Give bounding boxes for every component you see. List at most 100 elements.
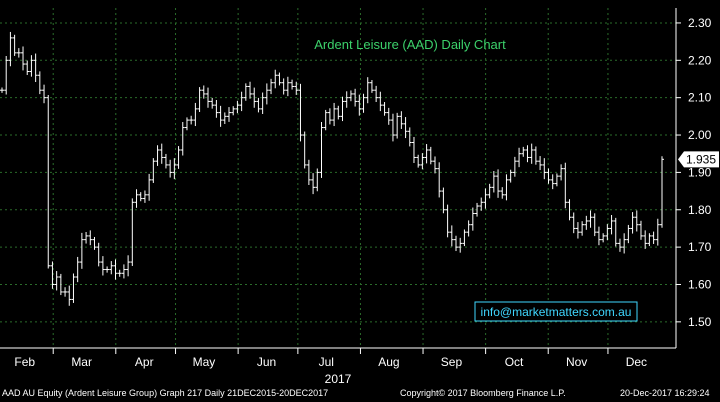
x-tick-label: Jul bbox=[319, 355, 334, 369]
ohlc-bar bbox=[54, 271, 59, 291]
ohlc-bar bbox=[538, 156, 543, 171]
ohlc-bar bbox=[517, 147, 522, 168]
y-tick-label: 1.70 bbox=[688, 240, 712, 254]
ohlc-bar bbox=[647, 233, 652, 247]
ohlc-bar bbox=[407, 127, 412, 147]
ohlc-bar bbox=[487, 183, 492, 199]
x-tick-label: May bbox=[193, 355, 216, 369]
x-tick-label: Dec bbox=[626, 355, 647, 369]
ohlc-bar bbox=[378, 91, 383, 112]
ohlc-bar bbox=[252, 87, 257, 108]
ohlc-bar bbox=[306, 159, 311, 186]
ohlc-bar bbox=[67, 285, 72, 306]
x-tick-label: Mar bbox=[71, 355, 92, 369]
y-tick-label: 2.20 bbox=[688, 53, 712, 67]
ohlc-bar bbox=[4, 55, 9, 95]
ohlc-bar bbox=[92, 236, 97, 250]
ohlc-bar bbox=[630, 212, 635, 234]
ohlc-bar bbox=[411, 136, 416, 163]
ohlc-bar bbox=[365, 77, 370, 104]
ohlc-bar bbox=[617, 238, 622, 252]
ohlc-bar bbox=[227, 107, 232, 122]
ohlc-bar bbox=[0, 87, 4, 93]
ohlc-bar bbox=[189, 115, 194, 125]
ohlc-bar bbox=[130, 198, 135, 266]
contact-box-border bbox=[474, 301, 638, 322]
x-tick-label: Feb bbox=[14, 355, 35, 369]
y-tick-label: 2.10 bbox=[688, 91, 712, 105]
ohlc-bar bbox=[424, 144, 429, 164]
ohlc-bar bbox=[96, 242, 101, 267]
x-tick-label: Apr bbox=[135, 355, 154, 369]
ohlc-bar bbox=[105, 266, 110, 273]
ohlc-bar bbox=[386, 107, 391, 125]
ohlc-bar bbox=[151, 158, 156, 183]
ohlc-bar bbox=[248, 81, 253, 99]
ohlc-bar bbox=[290, 79, 295, 90]
y-tick-label: 1.90 bbox=[688, 165, 712, 179]
ohlc-bar bbox=[416, 154, 421, 168]
ohlc-bar bbox=[37, 71, 42, 95]
ohlc-bar bbox=[12, 34, 17, 56]
ohlc-bar bbox=[605, 224, 610, 241]
ohlc-bar bbox=[218, 105, 223, 127]
ohlc-bar bbox=[508, 169, 513, 183]
ohlc-bar bbox=[554, 173, 559, 187]
ohlc-bar bbox=[491, 170, 496, 193]
ohlc-bar bbox=[184, 117, 189, 131]
y-axis: 2.30 2.20 2.10 2.00 1.90 1.80 1.70 1.60 1.50 bbox=[676, 16, 712, 329]
ohlc-bar bbox=[71, 273, 76, 303]
ohlc-bar bbox=[273, 69, 278, 89]
ohlc-bar bbox=[243, 83, 248, 101]
y-tick-label: 1.60 bbox=[688, 277, 712, 291]
ohlc-bar bbox=[63, 287, 68, 297]
ohlc-bar bbox=[126, 255, 131, 277]
ohlc-bar bbox=[655, 218, 660, 246]
ohlc-bar bbox=[454, 235, 459, 252]
ohlc-bar bbox=[596, 226, 601, 246]
ohlc-bar bbox=[172, 158, 177, 180]
ohlc-bar bbox=[58, 273, 63, 296]
last-price-marker: 1.935 bbox=[678, 151, 719, 168]
ohlc-bar bbox=[46, 94, 51, 269]
ohlc-bar bbox=[563, 162, 568, 209]
ohlc-bar bbox=[559, 164, 564, 181]
ohlc-bar bbox=[163, 153, 168, 169]
ohlc-bar bbox=[277, 72, 282, 86]
ohlc-bar bbox=[529, 143, 534, 164]
ohlc-bar bbox=[432, 156, 437, 174]
ohlc-bar bbox=[117, 269, 122, 277]
ohlc-bar bbox=[327, 108, 332, 125]
x-tick-label: Nov bbox=[566, 355, 587, 369]
ohlc-bar bbox=[403, 117, 408, 139]
contact-email: info@marketmatters.com.au bbox=[481, 305, 632, 319]
ohlc-bar bbox=[634, 210, 639, 232]
ohlc-bar bbox=[176, 146, 181, 169]
ohlc-bar bbox=[332, 102, 337, 127]
ohlc-bar bbox=[357, 94, 362, 116]
ohlc-bar bbox=[340, 96, 345, 122]
ohlc-bar bbox=[533, 146, 538, 165]
ohlc-bar bbox=[113, 259, 118, 280]
ohlc-bar bbox=[475, 202, 480, 217]
ohlc-bar bbox=[521, 146, 526, 157]
chart-grid bbox=[0, 8, 676, 348]
y-tick-label: 2.00 bbox=[688, 128, 712, 142]
ohlc-bar bbox=[369, 80, 374, 93]
x-tick-label: Sep bbox=[441, 355, 463, 369]
ohlc-bar bbox=[441, 187, 446, 214]
ohlc-bar bbox=[458, 237, 463, 253]
contact-box: info@marketmatters.com.au bbox=[474, 301, 638, 322]
ohlc-bar bbox=[592, 213, 597, 237]
ohlc-bar bbox=[575, 222, 580, 239]
ohlc-bar bbox=[437, 162, 442, 198]
ohlc-series bbox=[0, 31, 664, 306]
ohlc-bar bbox=[193, 102, 198, 127]
ohlc-bar bbox=[601, 233, 606, 243]
ohlc-bar bbox=[353, 88, 358, 107]
x-tick-label: Aug bbox=[378, 355, 399, 369]
ohlc-bar bbox=[88, 230, 93, 246]
ohlc-bar bbox=[428, 146, 433, 165]
x-axis: Feb Mar Apr May Jun Jul Aug Sep Oct Nov Dec bbox=[14, 348, 647, 369]
ohlc-bar bbox=[336, 105, 341, 120]
